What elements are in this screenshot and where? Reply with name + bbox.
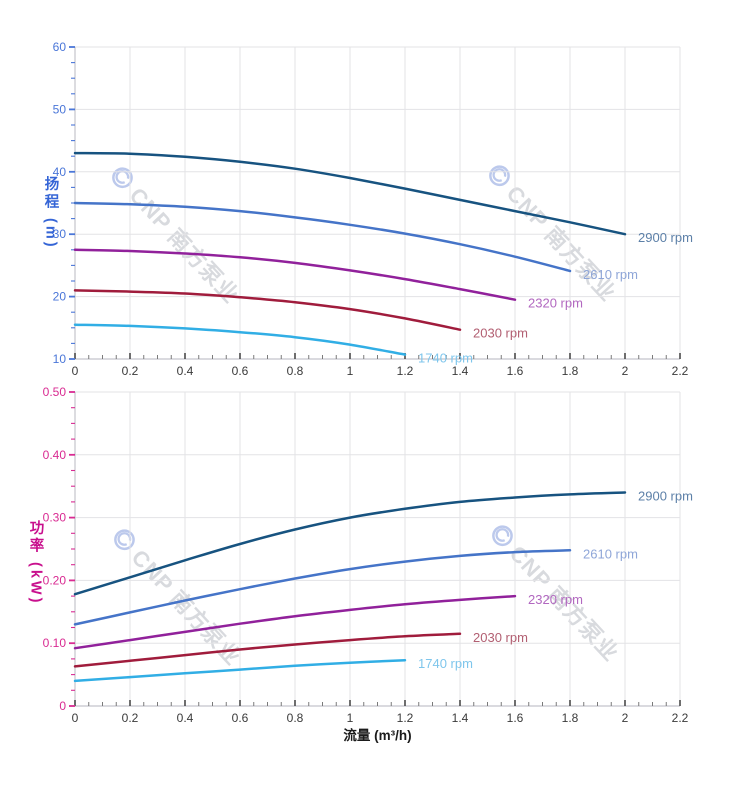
- curve-label-2320-rpm: 2320 rpm: [528, 592, 583, 607]
- curve-2610-rpm: [73, 549, 572, 626]
- curve-label-2610-rpm: 2610 rpm: [583, 267, 638, 282]
- y-tick-label: 40: [53, 165, 67, 179]
- watermark: CNP 南方泵业: [480, 156, 624, 307]
- y-tick-label: 30: [53, 227, 67, 241]
- x-tick-label: 0.8: [287, 364, 304, 378]
- x-tick-label: 0.4: [177, 711, 194, 725]
- x-tick-label: 1.2: [397, 364, 414, 378]
- x-tick-label: 1: [347, 364, 354, 378]
- curve-label-2030-rpm: 2030 rpm: [473, 630, 528, 645]
- cnp-logo-icon: [489, 165, 511, 186]
- curve-label-2030-rpm: 2030 rpm: [473, 326, 528, 341]
- x-tick-label: 1.2: [397, 711, 414, 725]
- curve-2900-rpm: [73, 491, 627, 596]
- x-tick-label: 1.8: [562, 364, 579, 378]
- y-tick-label: 0.10: [43, 636, 67, 650]
- curve-1740-rpm: [73, 323, 407, 356]
- x-tick-label: 1.4: [452, 364, 469, 378]
- power-axis-title: 功率 (kW): [27, 520, 44, 606]
- y-tick-label: 50: [53, 102, 67, 116]
- curve-2030-rpm: [73, 632, 462, 668]
- head-chart: 0 0.2 0.4 0.6 0.8 1 1.2 1.4 1.6 1.8 2 2.2 10 20 30 40 50…: [53, 40, 693, 378]
- curve-label-1740-rpm: 1740 rpm: [418, 351, 473, 366]
- x-tick-label: 2.2: [672, 711, 689, 725]
- curve-label-2320-rpm: 2320 rpm: [528, 296, 583, 311]
- curve-label-1740-rpm: 1740 rpm: [418, 656, 473, 671]
- x-tick-label: 2.2: [672, 364, 689, 378]
- y-tick-label: 0: [59, 699, 66, 713]
- y-tick-label: 0.30: [43, 511, 67, 525]
- power-chart: 0 0.2 0.4 0.6 0.8 1 1.2 1.4 1.6 1.8 2 2.2 0 0.10 0.20 0…: [43, 385, 693, 725]
- curve-label-2900-rpm: 2900 rpm: [638, 230, 693, 245]
- y-tick-label: 0.50: [43, 385, 67, 399]
- curve-2900-rpm: [73, 151, 627, 236]
- watermark: CNP 南方泵业: [483, 516, 627, 667]
- x-tick-label: 1.8: [562, 711, 579, 725]
- flow-axis-title: 流量 (m³/h): [343, 728, 412, 743]
- curve-label-2610-rpm: 2610 rpm: [583, 546, 638, 561]
- curve-2030-rpm: [73, 289, 462, 331]
- x-tick-label: 0: [72, 711, 79, 725]
- cnp-logo-icon: [492, 525, 514, 546]
- x-tick-label: 0.6: [232, 364, 249, 378]
- y-tick-label: 0.40: [43, 448, 67, 462]
- curve-2610-rpm: [73, 201, 572, 273]
- x-tick-label: 2: [622, 711, 629, 725]
- x-tick-label: 0.4: [177, 364, 194, 378]
- x-tick-label: 0.6: [232, 711, 249, 725]
- curve-1740-rpm: [73, 658, 407, 683]
- curve-2320-rpm: [73, 594, 517, 650]
- curve-2320-rpm: [73, 248, 517, 301]
- y-tick-label: 20: [53, 290, 67, 304]
- x-tick-label: 1.6: [507, 711, 524, 725]
- y-tick-label: 60: [53, 40, 67, 54]
- curve-label-2900-rpm: 2900 rpm: [638, 488, 693, 503]
- x-tick-label: 0.2: [122, 711, 139, 725]
- head-axis-title: 扬程 (m): [42, 176, 59, 250]
- x-tick-label: 0.8: [287, 711, 304, 725]
- x-tick-label: 1.6: [507, 364, 524, 378]
- x-tick-label: 0.2: [122, 364, 139, 378]
- y-tick-label: 10: [53, 352, 67, 366]
- x-tick-label: 0: [72, 364, 79, 378]
- x-tick-label: 2: [622, 364, 629, 378]
- x-tick-label: 1.4: [452, 711, 469, 725]
- x-tick-label: 1: [347, 711, 354, 725]
- y-tick-label: 0.20: [43, 573, 67, 587]
